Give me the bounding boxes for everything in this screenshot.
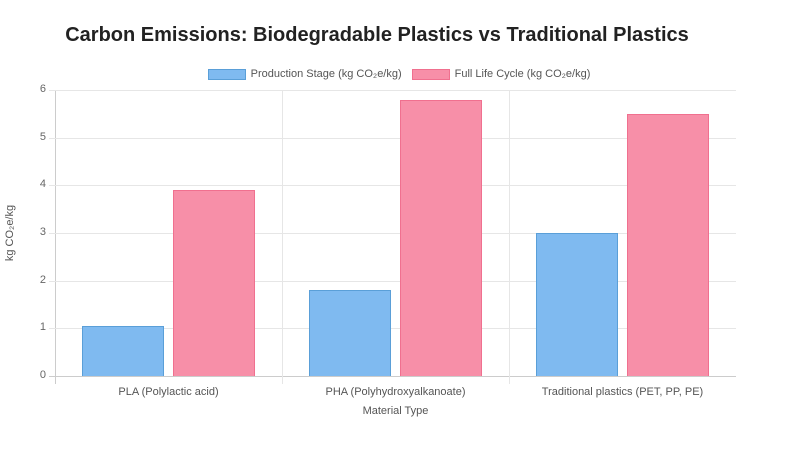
legend-swatch-production (207, 68, 246, 80)
gridline (49, 90, 736, 91)
chart-title: Carbon Emissions: Biodegradable Plastics… (65, 24, 689, 46)
legend-item-production[interactable]: Production Stage (kg CO₂e/kg) (207, 68, 402, 80)
legend-swatch-full-life-cycle (411, 68, 450, 80)
y-tick-label: 3 (39, 226, 46, 238)
y-tick-label: 2 (39, 273, 46, 286)
category-divider (509, 90, 510, 384)
bar-full-life-cycle-2[interactable] (627, 113, 709, 376)
y-tick-label: 4 (39, 178, 46, 191)
x-axis-line (49, 376, 736, 377)
gridline (49, 185, 736, 187)
x-tick-label: Traditional plastics (PET, PP, PE) (541, 386, 704, 398)
y-tick-label: 6 (39, 83, 46, 95)
category-divider (282, 90, 283, 384)
bar-full-life-cycle-0[interactable] (173, 190, 255, 376)
y-tick-label: 0 (39, 369, 46, 381)
bar-production-1[interactable] (309, 290, 391, 376)
plot-area (49, 90, 736, 384)
x-tick-label: PLA (Polylactic acid) (118, 386, 219, 398)
legend-label-full-life-cycle: Full Life Cycle (kg CO₂e/kg) (454, 68, 591, 80)
legend-label-production: Production Stage (kg CO₂e/kg) (250, 68, 402, 80)
gridline (49, 328, 736, 330)
x-axis-label: Material Type (362, 405, 429, 417)
bar-production-0[interactable] (82, 325, 164, 376)
x-tick-label: PHA (Polyhydroxyalkanoate) (325, 386, 466, 398)
gridline (49, 137, 736, 139)
gridline (49, 233, 736, 234)
y-axis-line (55, 90, 56, 384)
gridline (49, 280, 736, 282)
bar-production-2[interactable] (536, 233, 618, 376)
y-tick-label: 1 (39, 321, 46, 334)
bar-full-life-cycle-1[interactable] (400, 99, 482, 376)
y-tick-label: 5 (39, 130, 46, 143)
legend-item-full-life-cycle[interactable]: Full Life Cycle (kg CO₂e/kg) (411, 68, 591, 80)
legend: Production Stage (kg CO₂e/kg) Full Life … (0, 68, 798, 80)
